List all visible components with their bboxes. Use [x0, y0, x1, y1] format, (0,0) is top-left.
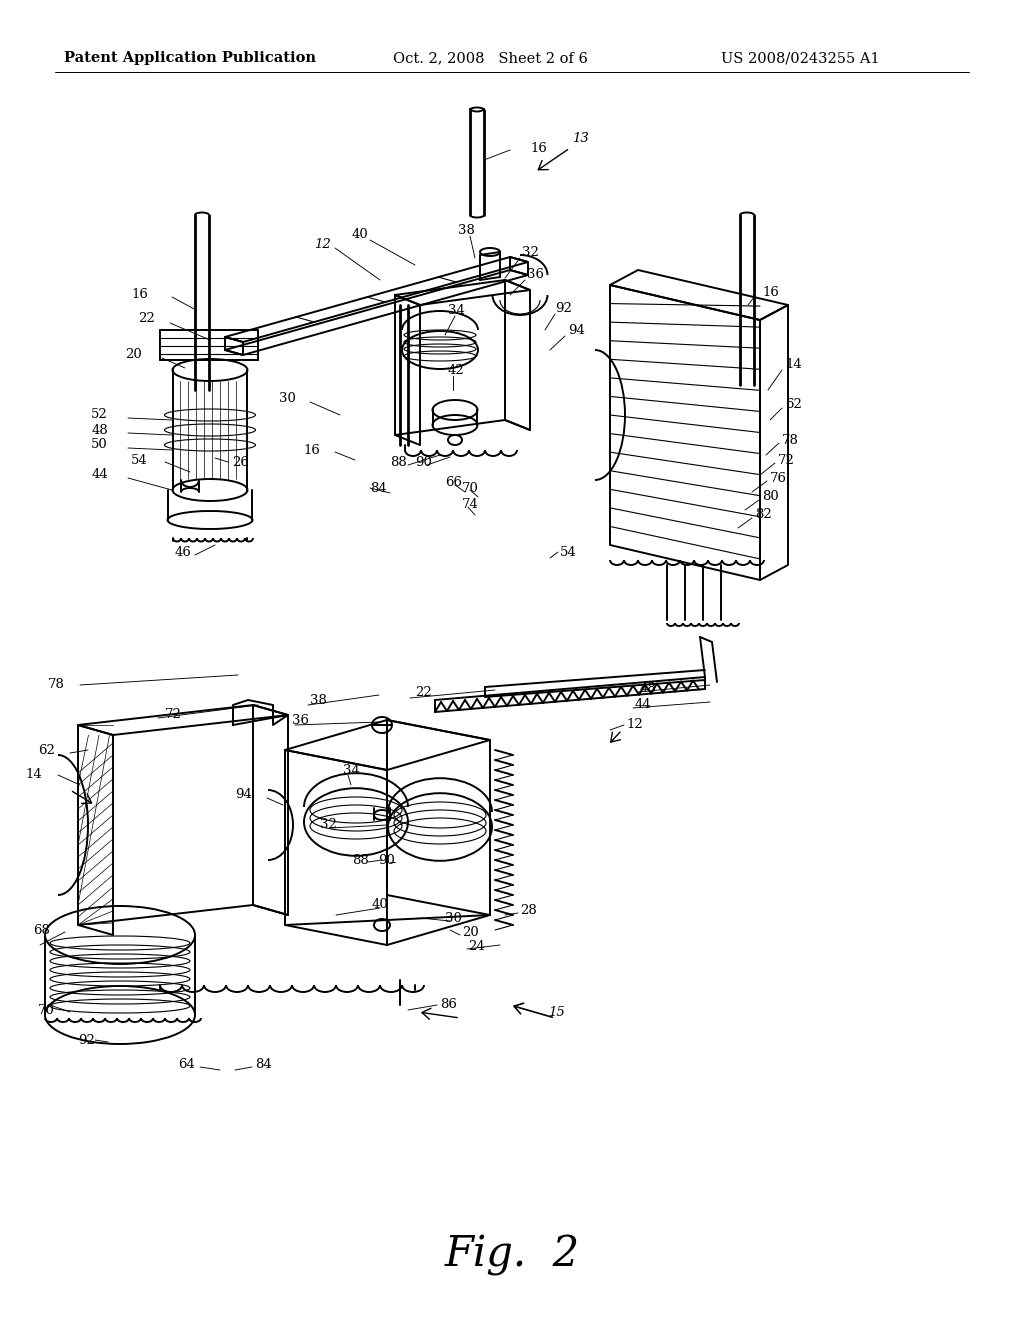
Text: 62: 62 — [785, 399, 802, 412]
Text: 38: 38 — [310, 693, 327, 706]
Text: 36: 36 — [292, 714, 309, 726]
Text: Fig.  2: Fig. 2 — [444, 1234, 580, 1276]
Text: 40: 40 — [352, 228, 369, 242]
Text: 16: 16 — [530, 141, 547, 154]
Text: 62: 62 — [38, 743, 55, 756]
Text: 16: 16 — [303, 444, 319, 457]
Text: 82: 82 — [755, 508, 772, 521]
Text: 16: 16 — [762, 285, 779, 298]
Text: 24: 24 — [468, 940, 484, 953]
Text: 46: 46 — [175, 546, 191, 560]
Text: 12: 12 — [626, 718, 643, 731]
Text: 48: 48 — [640, 681, 656, 694]
Text: 68: 68 — [33, 924, 50, 936]
Text: 12: 12 — [314, 239, 331, 252]
Text: 94: 94 — [568, 323, 585, 337]
Text: 36: 36 — [527, 268, 544, 281]
Text: 72: 72 — [165, 709, 182, 722]
Text: 88: 88 — [390, 457, 407, 470]
Text: 44: 44 — [91, 469, 108, 482]
Text: 48: 48 — [91, 424, 108, 437]
Text: 54: 54 — [560, 545, 577, 558]
Text: 52: 52 — [91, 408, 108, 421]
Text: 70: 70 — [38, 1003, 55, 1016]
Text: 64: 64 — [178, 1059, 195, 1072]
Text: 13: 13 — [572, 132, 589, 144]
Text: 86: 86 — [440, 998, 457, 1011]
Text: Patent Application Publication: Patent Application Publication — [63, 51, 316, 65]
Text: 32: 32 — [522, 246, 539, 259]
Text: 78: 78 — [48, 678, 65, 692]
Text: 90: 90 — [378, 854, 395, 866]
Text: 70: 70 — [462, 482, 479, 495]
Text: 78: 78 — [782, 433, 799, 446]
Text: 92: 92 — [78, 1034, 95, 1047]
Text: 80: 80 — [762, 491, 778, 503]
Text: 84: 84 — [370, 482, 387, 495]
Text: 20: 20 — [125, 348, 142, 362]
Text: 54: 54 — [131, 454, 148, 466]
Text: 84: 84 — [255, 1059, 271, 1072]
Text: 34: 34 — [343, 763, 359, 776]
Text: 14: 14 — [785, 359, 802, 371]
Text: 90: 90 — [415, 457, 432, 470]
Text: 72: 72 — [778, 454, 795, 466]
Text: 40: 40 — [372, 899, 389, 912]
Text: 34: 34 — [449, 304, 465, 317]
Text: 28: 28 — [520, 903, 537, 916]
Text: 42: 42 — [449, 363, 465, 376]
Text: 92: 92 — [555, 301, 571, 314]
Text: 14: 14 — [26, 768, 42, 781]
Text: 50: 50 — [91, 438, 108, 451]
Text: 94: 94 — [236, 788, 252, 801]
Text: 15: 15 — [548, 1006, 565, 1019]
Text: US 2008/0243255 A1: US 2008/0243255 A1 — [721, 51, 880, 65]
Text: 30: 30 — [445, 912, 462, 924]
Text: 74: 74 — [462, 499, 479, 511]
Text: 26: 26 — [232, 455, 249, 469]
Text: 22: 22 — [138, 312, 155, 325]
Text: 66: 66 — [445, 477, 462, 490]
Text: 32: 32 — [319, 818, 337, 832]
Text: 38: 38 — [458, 223, 475, 236]
Text: 44: 44 — [635, 698, 651, 711]
Text: 76: 76 — [770, 471, 787, 484]
Text: 88: 88 — [352, 854, 369, 866]
Text: Oct. 2, 2008   Sheet 2 of 6: Oct. 2, 2008 Sheet 2 of 6 — [392, 51, 588, 65]
Text: 20: 20 — [462, 925, 479, 939]
Text: 30: 30 — [280, 392, 296, 404]
Text: 16: 16 — [131, 289, 148, 301]
Text: 22: 22 — [415, 685, 432, 698]
